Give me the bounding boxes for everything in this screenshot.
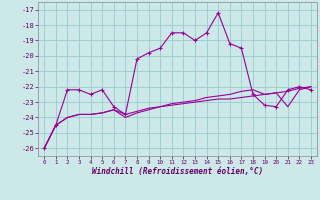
X-axis label: Windchill (Refroidissement éolien,°C): Windchill (Refroidissement éolien,°C): [92, 167, 263, 176]
